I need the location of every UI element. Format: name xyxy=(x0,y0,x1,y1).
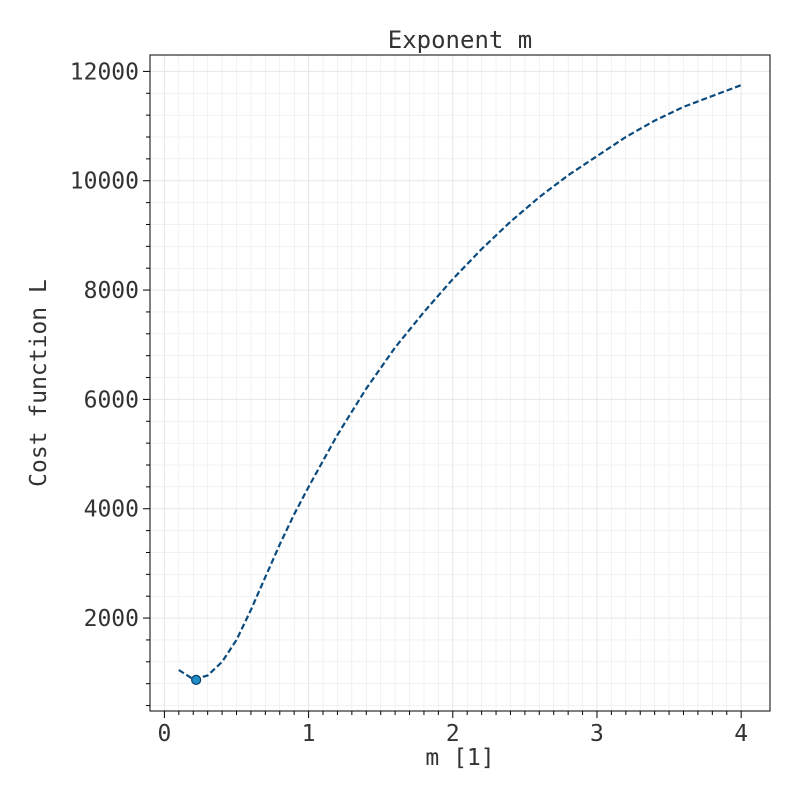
chart-title: Exponent m xyxy=(388,26,533,54)
axis-ticks: 0 1 2 3 4 2000 4000 6000 8000 10000 12000 xyxy=(70,59,748,747)
grid xyxy=(150,55,770,711)
y-tick-label: 10000 xyxy=(70,169,139,195)
x-axis-label: m [1] xyxy=(425,745,494,771)
y-tick-label: 4000 xyxy=(84,497,139,523)
y-tick-label: 2000 xyxy=(84,606,139,632)
plot-frame xyxy=(149,54,771,712)
marker-layer xyxy=(191,674,202,685)
x-tick-label: 2 xyxy=(446,721,460,747)
y-tick-label: 8000 xyxy=(84,278,139,304)
y-axis-label: Cost function L xyxy=(26,279,52,487)
x-tick-label: 4 xyxy=(734,721,748,747)
y-tick-label: 6000 xyxy=(84,387,139,413)
series-layer xyxy=(178,84,742,681)
y-tick-label: 12000 xyxy=(70,59,139,85)
x-tick-label: 0 xyxy=(157,721,171,747)
minimum-marker xyxy=(191,674,202,685)
x-tick-label: 3 xyxy=(590,721,604,747)
cost-function-line xyxy=(178,84,742,681)
x-tick-label: 1 xyxy=(302,721,316,747)
